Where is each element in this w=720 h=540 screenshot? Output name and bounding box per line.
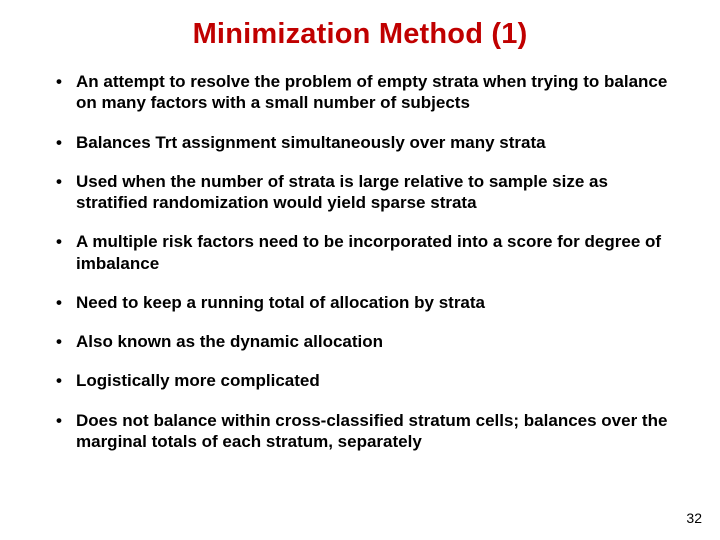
list-item: Used when the number of strata is large … xyxy=(50,171,670,214)
list-item: Also known as the dynamic allocation xyxy=(50,331,670,352)
list-item: Does not balance within cross-classified… xyxy=(50,410,670,453)
list-item: An attempt to resolve the problem of emp… xyxy=(50,71,670,114)
list-item: A multiple risk factors need to be incor… xyxy=(50,231,670,274)
slide-title: Minimization Method (1) xyxy=(50,18,670,51)
list-item: Balances Trt assignment simultaneously o… xyxy=(50,132,670,153)
list-item: Logistically more complicated xyxy=(50,370,670,391)
page-number: 32 xyxy=(686,510,702,526)
slide: Minimization Method (1) An attempt to re… xyxy=(0,0,720,540)
bullet-list: An attempt to resolve the problem of emp… xyxy=(50,71,670,452)
list-item: Need to keep a running total of allocati… xyxy=(50,292,670,313)
